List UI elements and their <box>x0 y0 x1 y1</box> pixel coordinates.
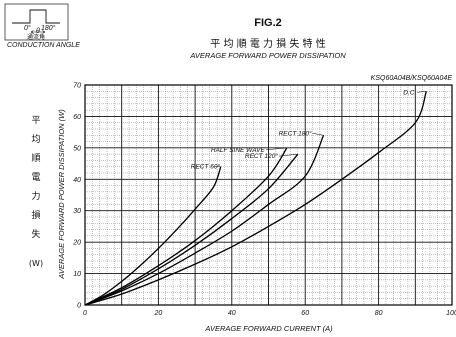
series-label-leader <box>313 133 324 135</box>
inset-zero-label: 0° <box>24 24 31 32</box>
x-tick-label: 40 <box>228 310 236 317</box>
y-tick-label: 70 <box>73 83 81 90</box>
x-axis-title: AVERAGE FORWARD CURRENT (A) <box>204 324 333 333</box>
series-label: RECT 180° <box>279 129 312 137</box>
inset-jp-label: 通流角 <box>27 33 45 41</box>
inset-waveform <box>12 10 60 23</box>
y-tick-label: 10 <box>73 271 81 278</box>
y-tick-label: 50 <box>73 145 81 152</box>
ylabel-jp-char: 電 <box>31 172 40 183</box>
series-line <box>85 148 287 305</box>
x-tick-label: 0 <box>83 310 87 317</box>
figure-label: FIG.2 <box>254 17 282 29</box>
series-line <box>85 135 324 305</box>
ylabel-jp-char: 均 <box>31 133 40 145</box>
y-tick-label: 20 <box>72 240 81 247</box>
y-tick-label: 0 <box>77 303 81 310</box>
x-tick-label: 100 <box>446 310 456 317</box>
conduction-angle-inset: 0° 180° θ 通流角 CONDUCTION ANGLE <box>5 4 80 49</box>
part-number: KSQ60A04B/KSQ60A04E <box>371 75 453 82</box>
ylabel-jp-char: 力 <box>31 190 40 202</box>
series-label-leader <box>279 154 298 156</box>
ylabel-jp-char: 損 <box>31 209 40 221</box>
series-label: RECT 120° <box>245 152 278 160</box>
inset-en-label: CONDUCTION ANGLE <box>7 42 80 49</box>
x-tick-label: 80 <box>375 310 383 317</box>
y-axis-title: AVERAGE FORWARD POWER DISSIPATION (W) <box>57 109 66 280</box>
title-jp: 平 均 順 電 力 損 失 特 性 <box>210 37 325 50</box>
ylabel-unit: (W) <box>29 259 43 268</box>
ylabel-jp-group: 平 均 順 電 力 損 失 (W) <box>29 115 43 268</box>
y-tick-label: 30 <box>73 208 81 215</box>
y-tick-label: 40 <box>73 177 81 184</box>
series-label: D.C. <box>403 89 416 96</box>
title-en: AVERAGE FORWARD POWER DISSIPATION <box>189 51 346 60</box>
x-tick-label: 60 <box>301 310 309 317</box>
y-tick-label: 60 <box>73 114 81 121</box>
ylabel-jp-char: 平 <box>31 115 40 126</box>
plot-area: 020406080100010203040506070RECT 60°HALF … <box>72 83 456 318</box>
ylabel-jp-char: 順 <box>31 153 40 164</box>
ylabel-jp-char: 失 <box>31 228 40 240</box>
x-tick-label: 20 <box>154 310 163 317</box>
